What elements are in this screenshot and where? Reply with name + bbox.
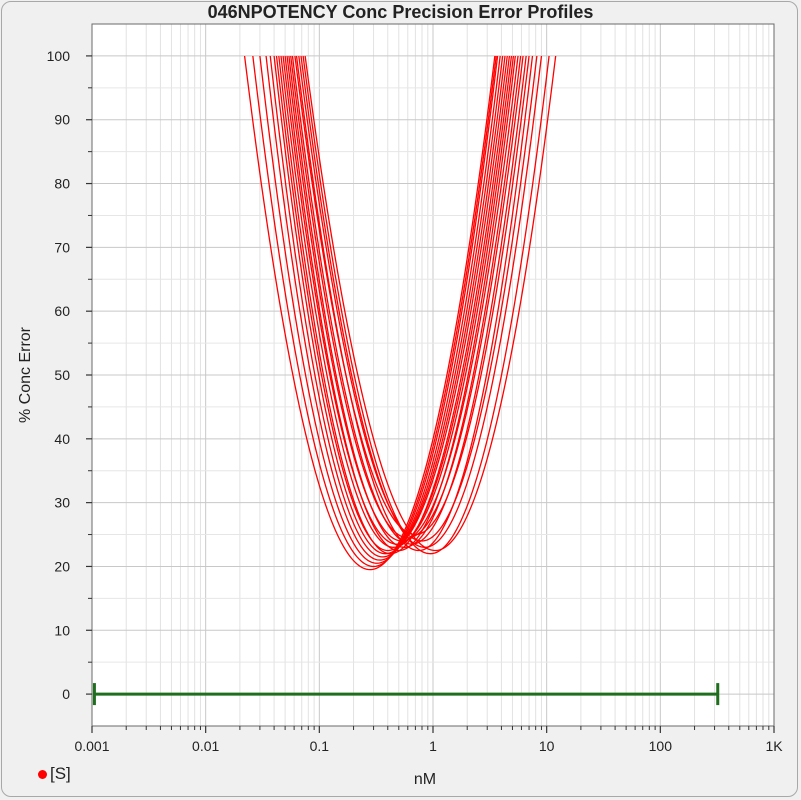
error-profile-curve (265, 55, 501, 561)
error-profile-curve (295, 55, 534, 552)
y-tick-label: 30 (54, 495, 70, 511)
error-profile-curve (243, 55, 496, 571)
error-profile-curve (269, 55, 504, 558)
error-profile-curve (288, 55, 522, 548)
error-profile-curve (275, 55, 508, 552)
error-profile-curve (252, 55, 497, 568)
legend-label: [S] (50, 764, 71, 783)
y-tick-label: 60 (54, 303, 70, 319)
y-tick-label: 70 (54, 239, 70, 255)
y-tick-label: 20 (54, 558, 70, 574)
error-profile-curve (302, 55, 550, 555)
error-profile-curve (298, 55, 538, 542)
error-profile-curve (300, 55, 543, 548)
error-profile-curve (280, 55, 513, 548)
x-tick-label: 1K (765, 738, 783, 754)
x-tick-label: 1 (429, 738, 437, 754)
y-axis-title: % Conc Error (17, 326, 34, 423)
y-tick-label: 100 (47, 48, 71, 64)
error-profile-curve (278, 55, 511, 555)
error-profile-curve (282, 55, 515, 545)
legend-marker-dot (38, 770, 47, 780)
y-tick-label: 0 (62, 686, 70, 702)
x-tick-label: 0.001 (74, 738, 109, 754)
y-tick-label: 50 (54, 367, 70, 383)
chart-title: 046NPOTENCY Conc Precision Error Profile… (207, 2, 594, 22)
error-profile-curve (284, 55, 516, 552)
error-profile-curve (304, 55, 557, 552)
y-tick-label: 90 (54, 112, 70, 128)
error-profile-curve (291, 55, 527, 545)
x-tick-label: 0.1 (310, 738, 330, 754)
x-tick-label: 10 (539, 738, 555, 754)
y-tick-label: 80 (54, 176, 70, 192)
x-axis-title: nM (414, 771, 436, 788)
error-profile-curve (259, 55, 499, 564)
y-tick-label: 40 (54, 431, 70, 447)
legend: [S] (38, 764, 71, 784)
y-tick-label: 10 (54, 622, 70, 638)
x-tick-label: 100 (649, 738, 673, 754)
x-tick-label: 0.01 (192, 738, 219, 754)
